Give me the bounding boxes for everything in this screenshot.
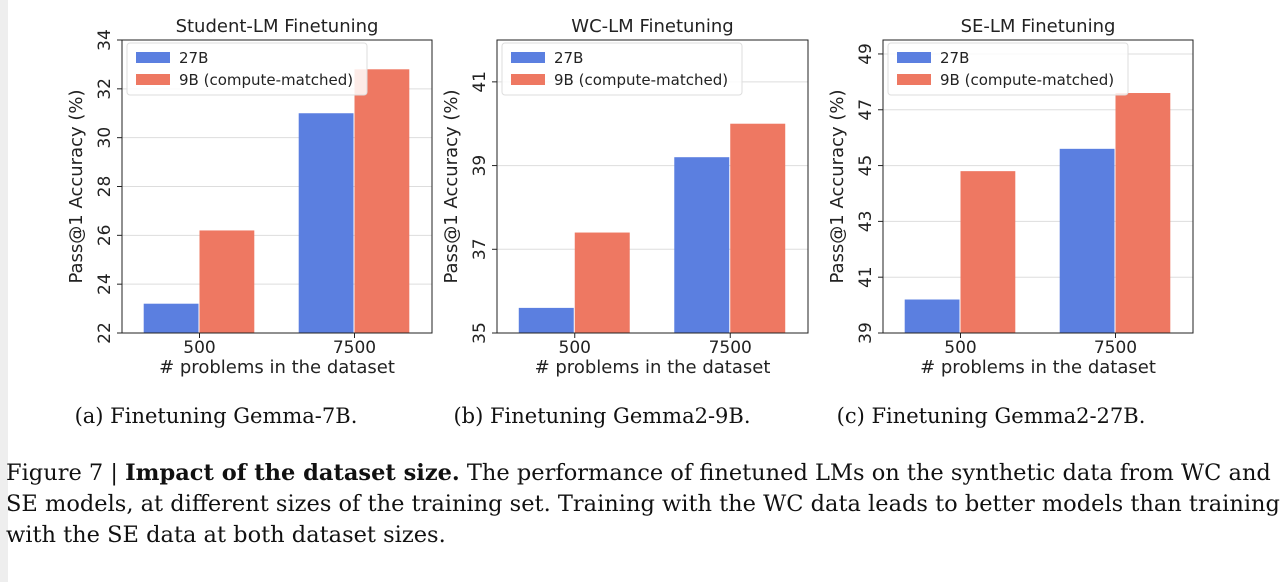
y-axis-label: Pass@1 Accuracy (%) — [66, 89, 87, 283]
x-axis-label: # problems in the dataset — [159, 357, 395, 378]
chart-title: Student-LM Finetuning — [176, 16, 379, 37]
figure-caption-bold: Impact of the dataset size. — [125, 460, 460, 486]
y-tick-label: 43 — [856, 211, 876, 233]
plot-frame — [882, 39, 1194, 334]
y-tick-label: 39 — [470, 155, 490, 177]
subfigure-caption: (c) Finetuning Gemma2-27B. — [837, 404, 1146, 428]
y-tick-label: 39 — [856, 322, 876, 344]
legend-swatch-9b — [897, 74, 931, 85]
legend-label: 27B — [940, 49, 969, 67]
x-tick-label: 500 — [944, 338, 976, 358]
x-tick-label: 500 — [559, 338, 591, 358]
bar-27b — [518, 307, 574, 333]
legend-swatch-27b — [136, 52, 170, 63]
plot-frame — [121, 39, 433, 334]
x-tick-label: 7500 — [333, 338, 376, 358]
legend-swatch-27b — [511, 52, 545, 63]
y-tick-label: 35 — [470, 322, 490, 344]
legend: 27B 9B (compute-matched) — [887, 42, 1129, 96]
bar-9b — [354, 69, 410, 334]
y-axis-label: Pass@1 Accuracy (%) — [441, 89, 462, 283]
bar-27b — [904, 299, 960, 333]
x-tick-label: 7500 — [709, 338, 752, 358]
subfigure-caption: (b) Finetuning Gemma2-9B. — [453, 404, 750, 428]
plot-frame — [496, 39, 809, 334]
y-tick-label: 45 — [856, 155, 876, 177]
legend-label: 27B — [179, 49, 208, 67]
y-tick-label: 28 — [95, 176, 115, 198]
legend-swatch-9b — [511, 74, 545, 85]
y-tick-label: 34 — [95, 29, 115, 51]
figure-charts: 22 24 26 28 30 32 34 500 7500 Student-LM Finetuni… — [66, 16, 1194, 428]
y-tick-label: 22 — [95, 322, 115, 344]
x-axis-label: # problems in the dataset — [535, 357, 771, 378]
y-tick-label: 30 — [95, 127, 115, 149]
figure-caption: Figure 7 | Impact of the dataset size. T… — [6, 458, 1281, 551]
bar-27b — [298, 113, 354, 333]
bar-27b — [674, 157, 730, 333]
bar-9b — [730, 123, 786, 333]
y-tick-label: 49 — [856, 43, 876, 65]
legend-label: 9B (compute-matched) — [940, 71, 1114, 89]
bar-27b — [1059, 148, 1115, 333]
figure-label: Figure 7 | — [6, 460, 118, 486]
page-margin-strip — [0, 0, 8, 582]
bar-27b — [143, 303, 199, 333]
figure-caption-text: The performance of finetuned LMs on the … — [6, 460, 1280, 548]
legend-box — [501, 42, 743, 96]
chart-panel-3: 39 41 43 45 47 49 500 7500 SE-LM Finetuning # pro… — [827, 16, 1194, 428]
legend-swatch-9b — [136, 74, 170, 85]
y-tick-label: 37 — [470, 238, 490, 260]
chart-panel-2: 35 37 39 41 500 7500 WC-LM Finetuning # problem… — [441, 16, 809, 428]
y-axis-label: Pass@1 Accuracy (%) — [827, 89, 848, 283]
legend-label: 9B (compute-matched) — [179, 71, 353, 89]
y-tick-label: 41 — [470, 71, 490, 93]
chart-title: WC-LM Finetuning — [571, 16, 733, 37]
x-axis-label: # problems in the dataset — [920, 357, 1156, 378]
legend-label: 9B (compute-matched) — [554, 71, 728, 89]
y-tick-label: 26 — [95, 225, 115, 247]
y-tick-label: 24 — [95, 273, 115, 295]
y-tick-label: 47 — [856, 99, 876, 121]
bar-9b — [574, 232, 630, 333]
legend: 27B 9B (compute-matched) — [126, 42, 368, 96]
legend-label: 27B — [554, 49, 583, 67]
bar-9b — [199, 230, 255, 333]
y-tick-label: 32 — [95, 78, 115, 100]
legend-box — [126, 42, 368, 96]
y-tick-label: 41 — [856, 266, 876, 288]
subfigure-caption: (a) Finetuning Gemma-7B. — [75, 404, 358, 428]
bar-9b — [1115, 93, 1171, 334]
legend-box — [887, 42, 1129, 96]
chart-title: SE-LM Finetuning — [961, 16, 1116, 37]
x-tick-label: 7500 — [1094, 338, 1137, 358]
legend: 27B 9B (compute-matched) — [501, 42, 743, 96]
x-tick-label: 500 — [183, 338, 215, 358]
bar-9b — [960, 171, 1016, 333]
chart-panel-1: 22 24 26 28 30 32 34 500 7500 Student-LM Finetuni… — [66, 16, 433, 428]
legend-swatch-27b — [897, 52, 931, 63]
